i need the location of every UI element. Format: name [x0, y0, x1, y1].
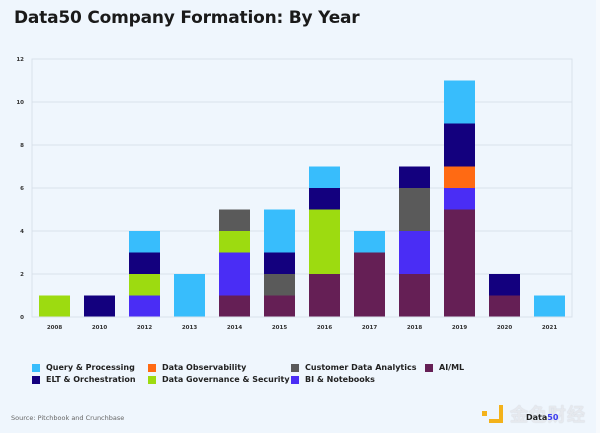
watermark: 金色财经 Data50: [482, 402, 600, 426]
bar-segment-2015-query-processing: [264, 209, 295, 253]
x-tick-label: 2013: [182, 325, 197, 331]
legend: Query & Processing Data Observability Cu…: [0, 360, 600, 390]
legend-swatch: [291, 375, 299, 384]
x-tick-label: 2016: [317, 325, 332, 331]
bar-segment-2019-ai-ml: [444, 209, 475, 317]
bar-segment-2012-bi-notebooks: [129, 295, 160, 317]
bar-segment-2020-ai-ml: [489, 295, 520, 317]
y-tick-label: 10: [16, 100, 24, 106]
bar-segment-2021-query-processing: [534, 295, 565, 317]
bar-segment-2014-ai-ml: [219, 295, 250, 317]
x-tick-label: 2015: [272, 325, 287, 331]
bar-segment-2012-query-processing: [129, 231, 160, 253]
x-tick-label: 2012: [137, 325, 152, 331]
x-tick-label: 2018: [407, 325, 422, 331]
bar-segment-2016-query-processing: [309, 166, 340, 188]
legend-label: Query & Processing: [46, 363, 135, 372]
legend-label: AI/ML: [439, 363, 465, 372]
watermark-overlay: Data50: [526, 413, 558, 422]
x-tick-label: 2017: [362, 325, 377, 331]
legend-item-customer-data-analytics: Customer Data Analytics: [291, 363, 417, 372]
x-tick-label: 2014: [227, 325, 242, 331]
bar-segment-2015-elt-orchestration: [264, 252, 295, 274]
bar-segment-2019-data-observability: [444, 166, 475, 188]
watermark-overlay-suffix: 50: [547, 413, 559, 422]
panel-edge: [596, 0, 600, 433]
legend-swatch: [291, 363, 299, 372]
bar-segment-2016-ai-ml: [309, 274, 340, 317]
chart-title: Data50 Company Formation: By Year: [14, 8, 360, 28]
legend-item-data-governance-security: Data Governance & Security: [148, 375, 290, 384]
y-axis-ticks: 0 2 4 6 8 10 12: [16, 57, 24, 321]
bar-segment-2010-elt-orchestration: [84, 295, 115, 317]
bar-segment-2018-customer-data-analytics: [399, 188, 430, 231]
bar-segment-2017-query-processing: [354, 231, 385, 253]
y-tick-label: 6: [20, 186, 24, 192]
watermark-logo-icon: [482, 405, 504, 423]
watermark-text: 金色财经: [510, 405, 586, 426]
y-tick-label: 4: [20, 229, 24, 235]
legend-swatch: [425, 363, 433, 372]
bar-segment-2017-ai-ml: [354, 252, 385, 317]
y-tick-label: 2: [20, 272, 24, 278]
source-note: Source: Pitchbook and Crunchbase: [11, 414, 125, 422]
legend-item-bi-notebooks: BI & Notebooks: [291, 375, 375, 384]
bar-segment-2020-elt-orchestration: [489, 274, 520, 296]
legend-label: Customer Data Analytics: [305, 363, 417, 372]
bar-segment-2016-elt-orchestration: [309, 188, 340, 210]
bar-segment-2014-customer-data-analytics: [219, 209, 250, 231]
watermark-overlay-prefix: Data: [526, 413, 548, 422]
plot-frame: [31, 58, 573, 318]
bar-segment-2016-data-governance-security: [309, 209, 340, 274]
x-tick-label: 2019: [452, 325, 467, 331]
x-tick-label: 2021: [542, 325, 557, 331]
bar-segment-2012-data-governance-security: [129, 274, 160, 296]
legend-label: BI & Notebooks: [305, 375, 375, 384]
bar-segment-2018-bi-notebooks: [399, 231, 430, 274]
legend-item-elt-orchestration: ELT & Orchestration: [32, 375, 136, 384]
x-tick-label: 2020: [497, 325, 512, 331]
legend-item-ai-ml: AI/ML: [425, 363, 464, 372]
y-tick-label: 12: [16, 57, 24, 63]
legend-label: Data Governance & Security: [162, 375, 290, 384]
bar-segment-2008-data-governance-security: [39, 295, 70, 317]
bar-segment-2019-elt-orchestration: [444, 123, 475, 167]
bar-segment-2015-ai-ml: [264, 295, 295, 317]
y-tick-label: 8: [20, 143, 24, 149]
bar-segment-2018-ai-ml: [399, 274, 430, 317]
legend-swatch: [32, 363, 40, 372]
bar-segment-2013-query-processing: [174, 274, 205, 317]
bar-segment-2014-data-governance-security: [219, 231, 250, 253]
x-axis-ticks: 2008 2010 2012 2013 2014 2015 2016 2017 2018 2019…: [47, 325, 557, 331]
bars: [39, 80, 565, 317]
bar-segment-2019-query-processing: [444, 80, 475, 124]
bar-segment-2019-bi-notebooks: [444, 188, 475, 210]
legend-label: ELT & Orchestration: [46, 375, 136, 384]
y-tick-label: 0: [20, 315, 24, 321]
bar-segment-2014-bi-notebooks: [219, 252, 250, 296]
x-tick-label: 2008: [47, 325, 62, 331]
bar-segment-2015-customer-data-analytics: [264, 274, 295, 296]
legend-swatch: [148, 363, 156, 372]
legend-item-query-processing: Query & Processing: [32, 363, 135, 372]
legend-swatch: [148, 375, 156, 384]
x-tick-label: 2010: [92, 325, 107, 331]
bar-segment-2012-elt-orchestration: [129, 252, 160, 274]
bar-segment-2018-elt-orchestration: [399, 166, 430, 188]
legend-swatch: [32, 375, 40, 384]
legend-label: Data Observability: [162, 363, 247, 372]
legend-item-data-observability: Data Observability: [148, 363, 246, 372]
